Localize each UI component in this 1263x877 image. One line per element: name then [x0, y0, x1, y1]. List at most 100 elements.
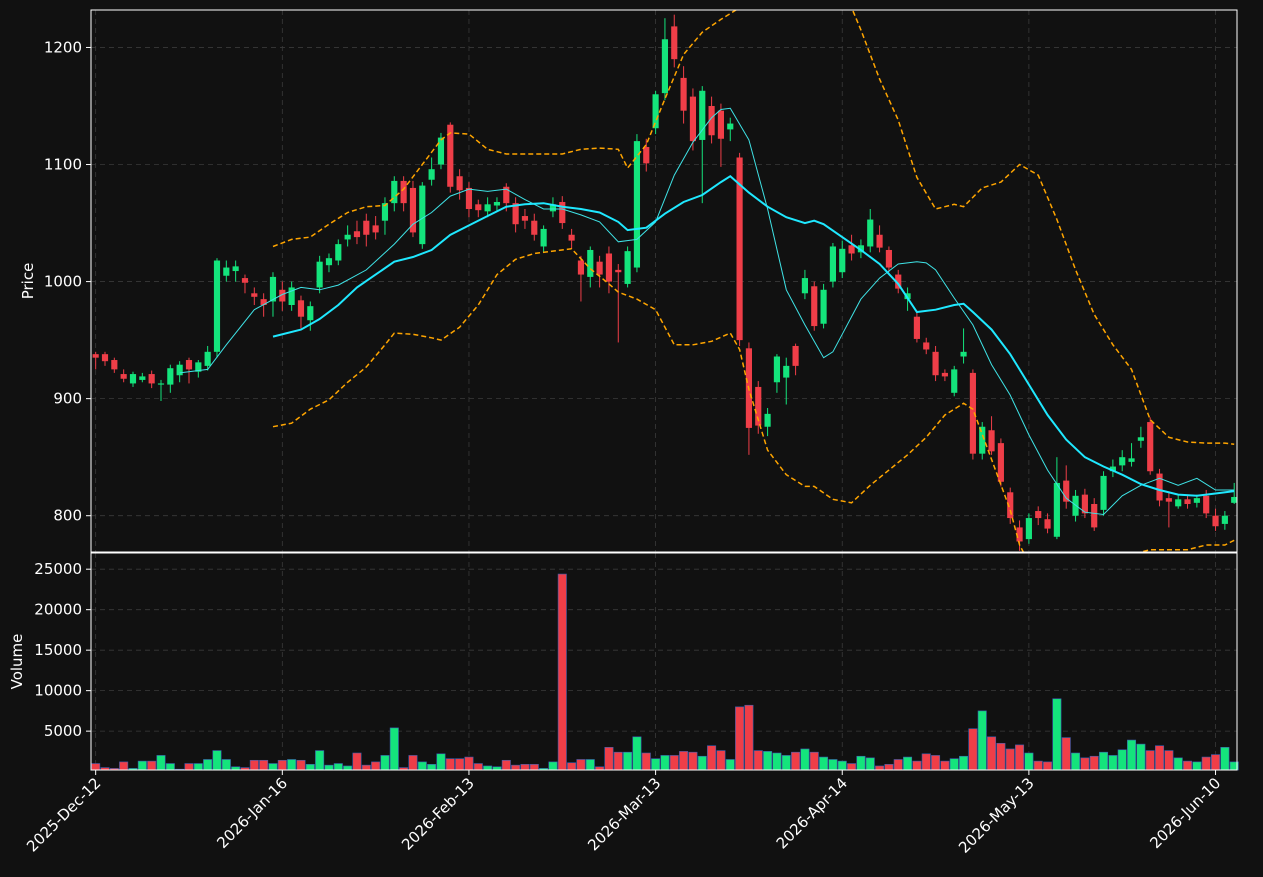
- volume-bar: [679, 751, 689, 771]
- candle-body: [456, 176, 463, 191]
- volume-bar: [1136, 743, 1146, 771]
- candle-body: [148, 374, 155, 384]
- volume-bar: [875, 765, 885, 771]
- volume-bar: [893, 759, 903, 771]
- volume-bar: [520, 764, 530, 771]
- candle-body: [372, 225, 379, 233]
- candle-body: [167, 368, 174, 385]
- volume-bar: [380, 755, 390, 771]
- candle-body: [680, 77, 687, 111]
- volume-bar: [688, 751, 698, 771]
- candle-body: [437, 137, 445, 165]
- volume-bar: [660, 755, 670, 771]
- candle-body: [1007, 492, 1014, 519]
- volume-bar: [1192, 761, 1202, 771]
- volume-bar: [651, 758, 661, 771]
- volume-bar: [464, 756, 474, 771]
- candle-body: [549, 204, 557, 212]
- volume-bar: [1164, 750, 1174, 771]
- candle-body: [829, 246, 836, 282]
- volume-bar: [119, 761, 129, 771]
- candle-body: [867, 219, 874, 247]
- candle-body: [447, 124, 454, 187]
- y-tick-label: 900: [53, 390, 82, 408]
- volume-bar: [809, 751, 819, 771]
- volume-bar: [361, 764, 371, 771]
- volume-bar: [436, 753, 446, 771]
- candle-body: [717, 110, 725, 139]
- y-tick-label: 800: [53, 507, 82, 525]
- candle-body: [736, 157, 743, 341]
- candle-body: [475, 204, 482, 211]
- candle-body: [232, 266, 239, 272]
- candle-body: [1137, 437, 1144, 441]
- volume-bar: [959, 755, 969, 771]
- candle-body: [913, 316, 920, 339]
- volume-bar: [912, 760, 922, 771]
- volume-bar: [548, 761, 558, 771]
- candle-body: [559, 201, 566, 224]
- candle-body: [988, 430, 995, 452]
- candle-body: [979, 426, 986, 454]
- volume-bar: [408, 755, 418, 771]
- volume-bar: [1173, 757, 1183, 771]
- volume-bar: [156, 755, 166, 771]
- volume-bar: [557, 573, 567, 771]
- indicator-line: [272, 248, 1235, 552]
- candle-body: [223, 267, 230, 276]
- volume-bar: [772, 752, 782, 771]
- candle-body: [391, 180, 398, 204]
- volume-bar: [987, 736, 997, 771]
- volume-bar: [333, 763, 343, 771]
- candle-body: [1025, 518, 1032, 540]
- candle-body: [615, 269, 622, 273]
- candle-body: [204, 351, 211, 366]
- candle-body: [624, 251, 631, 284]
- candle-body: [1053, 482, 1060, 537]
- volume-bar: [735, 706, 745, 771]
- volume-bar: [940, 760, 950, 771]
- volume-bar: [1201, 756, 1211, 771]
- candle-body: [269, 276, 277, 302]
- candle-body: [764, 413, 771, 427]
- candle-body: [1147, 422, 1154, 472]
- volume-bar: [371, 761, 381, 771]
- candle-body: [708, 105, 715, 136]
- volume-bar: [613, 751, 623, 771]
- candle-body: [587, 249, 594, 277]
- candle-body: [652, 94, 659, 129]
- volume-bar: [1005, 748, 1015, 771]
- candle-body: [568, 234, 575, 241]
- volume-bar: [193, 763, 203, 771]
- volume-bar: [184, 763, 194, 771]
- indicator-line: [179, 107, 1235, 516]
- candle-body: [895, 274, 902, 289]
- volume-bar: [455, 758, 465, 771]
- volume-bar: [1220, 747, 1230, 771]
- y-tick-label: 1000: [44, 273, 82, 291]
- candle-body: [1091, 504, 1098, 528]
- volume-bar: [417, 761, 427, 771]
- volume-bar: [847, 763, 857, 771]
- volume-bar: [529, 764, 539, 771]
- candle-body: [493, 201, 501, 206]
- volume-bar: [763, 751, 773, 771]
- volume-bar: [511, 764, 521, 771]
- volume-bar: [1071, 752, 1081, 771]
- volume-bar: [165, 763, 175, 771]
- candle-body: [157, 383, 165, 385]
- volume-bar: [996, 742, 1006, 771]
- candle-body: [876, 234, 883, 248]
- candle-body: [960, 351, 967, 357]
- candle-body: [363, 220, 370, 235]
- candle-body: [1128, 458, 1135, 462]
- candle-body: [1184, 499, 1191, 505]
- candle-body: [251, 293, 258, 297]
- candle-body: [213, 260, 221, 352]
- candle-body: [951, 369, 958, 393]
- candle-body: [1109, 466, 1116, 472]
- candle-body: [195, 362, 202, 372]
- candle-body: [512, 203, 519, 225]
- candle-body: [773, 356, 780, 383]
